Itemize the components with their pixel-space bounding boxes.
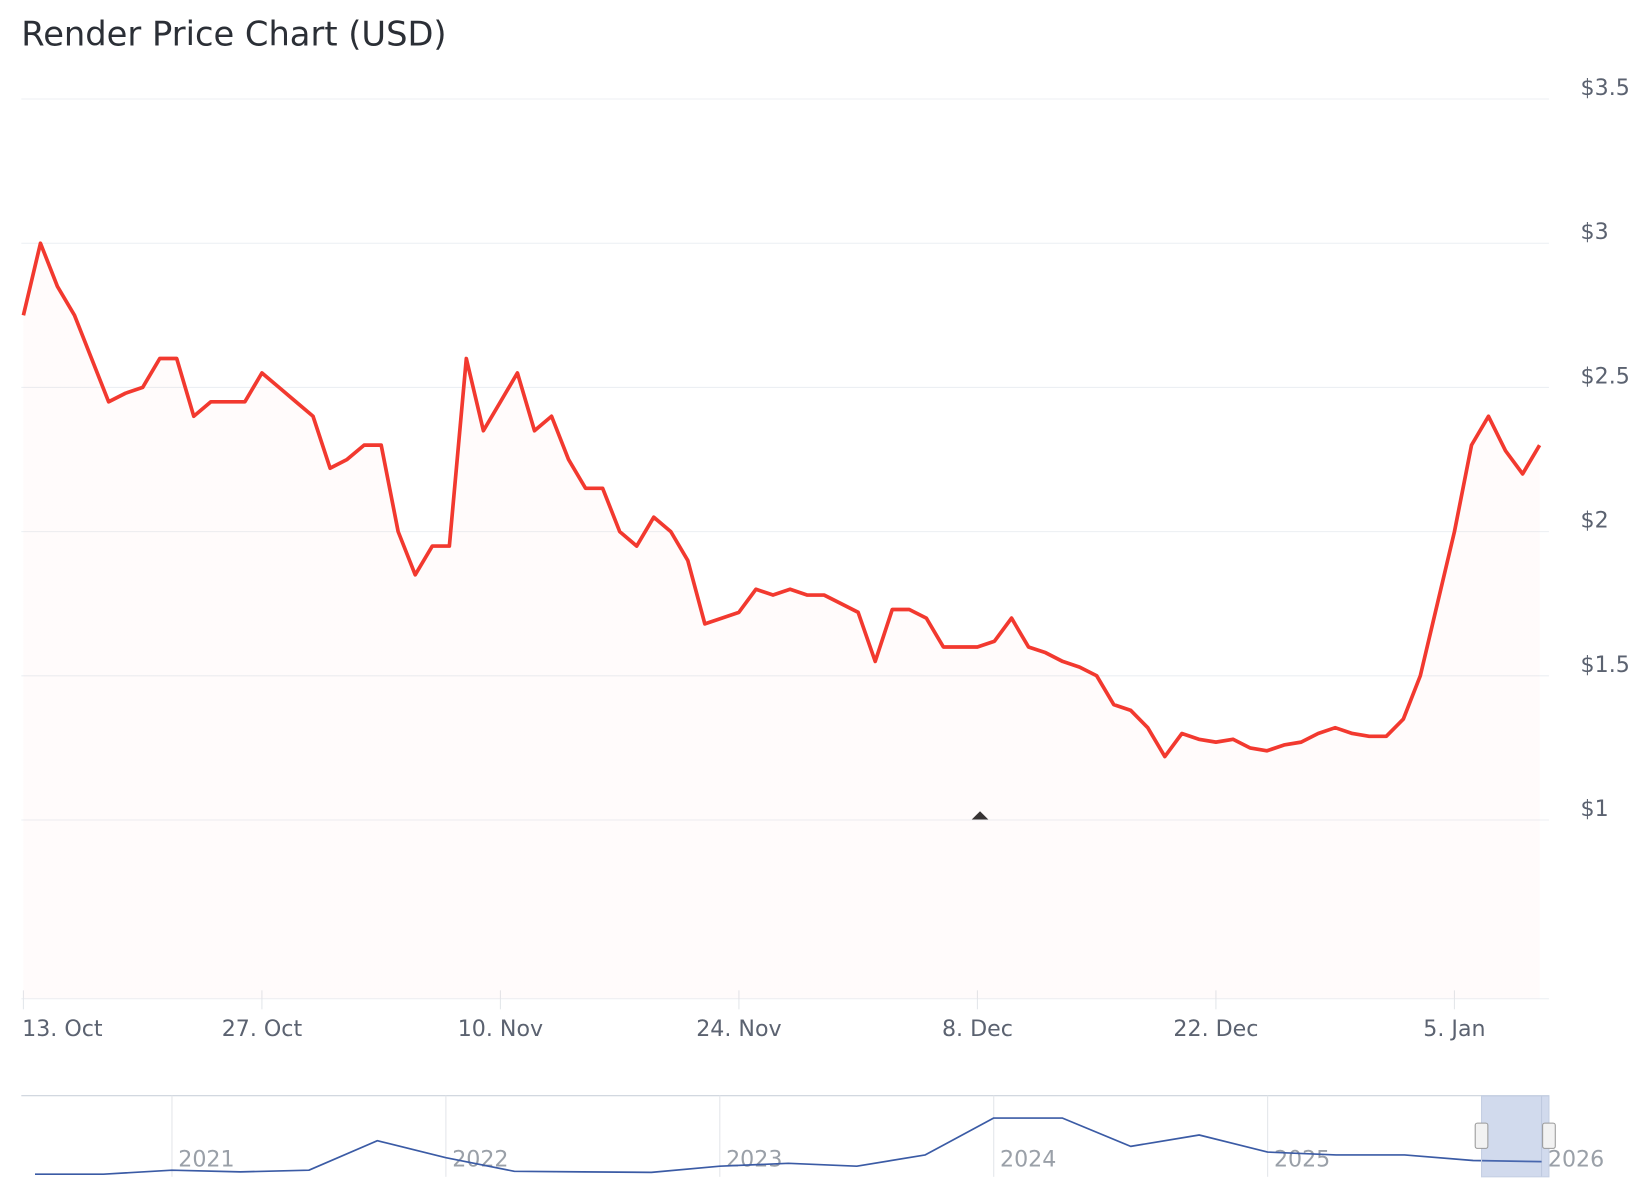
x-tick-label: 27. Oct (222, 1016, 303, 1042)
navigator-label: 2021 (178, 1146, 234, 1172)
area-fill (23, 243, 1540, 999)
x-tick-label: 5. Jan (1423, 1016, 1485, 1042)
x-tick-label: 10. Nov (458, 1016, 543, 1042)
navigator-label: 2023 (726, 1146, 782, 1172)
navigator-label: 2025 (1274, 1146, 1330, 1172)
x-tick-label: 8. Dec (942, 1016, 1013, 1042)
navigator-handle[interactable] (1474, 1122, 1489, 1149)
y-tick-label: $2 (1581, 508, 1609, 534)
navigator-label: 2026 (1548, 1146, 1604, 1172)
navigator-handle[interactable] (1542, 1122, 1556, 1149)
x-tick-label: 24. Nov (696, 1016, 781, 1042)
navigator-label: 2024 (1000, 1146, 1056, 1172)
x-tick-label: 13. Oct (22, 1016, 103, 1042)
y-tick-label: $3.5 (1581, 75, 1630, 101)
y-tick-label: $1.5 (1581, 652, 1630, 678)
navigator-selection[interactable] (1480, 1095, 1550, 1178)
x-tick-label: 22. Dec (1173, 1016, 1258, 1042)
price-line (21, 241, 1542, 759)
plot-layer: $1 $1.5 $2 $2.5 $3 $3.5 13. Oct 27. Oct 10. Nov 2… (21, 75, 1630, 1177)
chart-title: Render Price Chart (USD) (21, 14, 446, 53)
price-line (34, 1117, 1542, 1176)
y-tick-label: $1 (1581, 796, 1609, 822)
y-tick-label: $2.5 (1581, 363, 1630, 389)
y-tick-label: $3 (1581, 219, 1609, 245)
